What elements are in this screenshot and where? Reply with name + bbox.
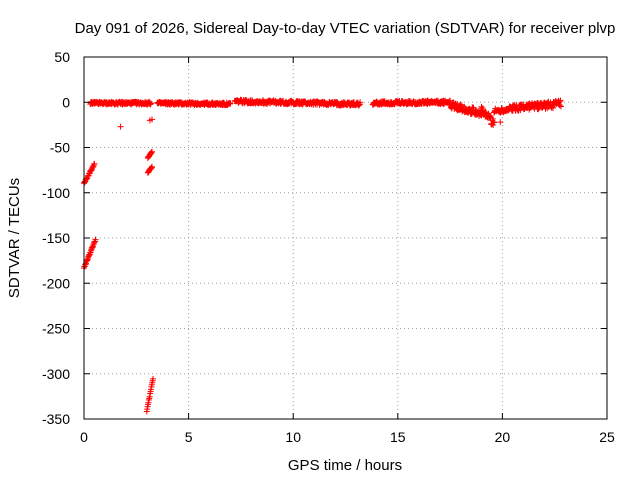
data-point: [550, 104, 557, 111]
x-tick-label: 0: [80, 429, 88, 445]
y-tick-label: 50: [54, 49, 70, 65]
data-point: [497, 119, 504, 126]
x-tick-label: 20: [495, 429, 511, 445]
y-tick-label: -50: [50, 140, 70, 156]
y-tick-label: -350: [42, 411, 70, 427]
x-tick-label: 10: [285, 429, 301, 445]
data-point: [357, 99, 364, 106]
y-tick-label: -250: [42, 321, 70, 337]
data-point: [91, 160, 98, 167]
data-point: [488, 120, 495, 127]
data-point: [148, 148, 155, 155]
data-point: [227, 100, 234, 107]
data-point: [489, 115, 496, 122]
y-axis-label: SDTVAR / TECUs: [6, 178, 23, 298]
y-tick-label: -300: [42, 366, 70, 382]
grid: [84, 57, 607, 419]
data-point: [557, 97, 564, 104]
data-points: [81, 96, 564, 415]
data-point: [117, 123, 124, 130]
data-point: [147, 100, 154, 107]
x-axis-label: GPS time / hours: [288, 457, 402, 474]
x-tick-label: 15: [390, 429, 406, 445]
x-tick-label: 5: [185, 429, 193, 445]
y-tick-label: -200: [42, 275, 70, 291]
y-tick-label: -100: [42, 185, 70, 201]
data-point: [148, 116, 155, 123]
x-tick-label: 25: [599, 429, 615, 445]
data-point: [458, 102, 465, 109]
data-point: [150, 375, 157, 382]
y-tick-label: -150: [42, 230, 70, 246]
data-point: [92, 236, 99, 243]
data-point: [557, 103, 564, 110]
data-point: [148, 163, 155, 170]
y-tick-label: 0: [62, 94, 70, 110]
y-axis: 50 0 -50 -100 -150 -200 -250 -300 -350: [42, 49, 607, 427]
x-axis: 0 5 10 15 20 25: [80, 57, 615, 445]
chart-title: Day 091 of 2026, Sidereal Day-to-day VTE…: [75, 20, 616, 37]
